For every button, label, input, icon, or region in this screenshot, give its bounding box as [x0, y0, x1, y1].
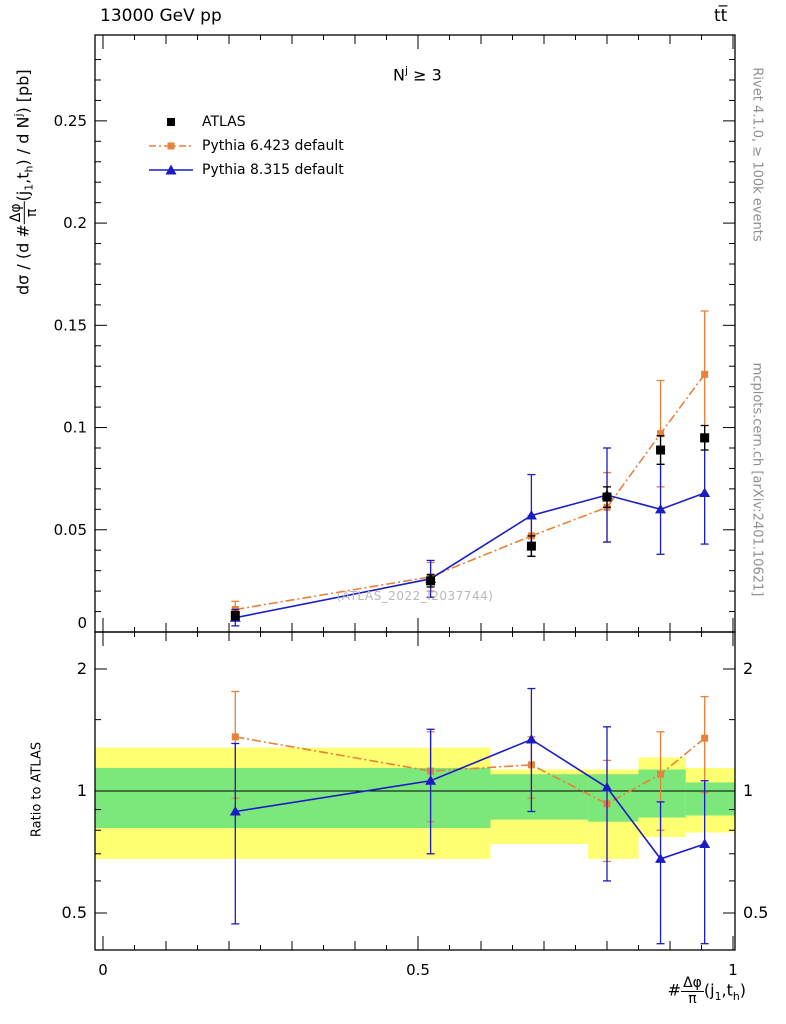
svg-text:1: 1: [728, 961, 738, 979]
ylabel-part: ) / d N: [13, 116, 33, 166]
pythia6-line-sample: [149, 142, 193, 150]
legend-label-atlas: ATLAS: [202, 114, 246, 130]
legend: ATLAS Pythia 6.423 default Pythia 8.315 …: [148, 110, 344, 182]
ratio-bands: [95, 747, 735, 859]
green-band-segment: [95, 767, 491, 829]
ylabel-part: ) [pb]: [13, 69, 33, 114]
svg-text:0.5: 0.5: [743, 903, 768, 922]
watermark: (ATLAS_2022_I2037744): [336, 589, 494, 603]
cut-annotation-base: N: [393, 65, 405, 85]
legend-label-pythia6: Pythia 6.423 default: [202, 138, 344, 154]
ylabel-sup: j: [12, 113, 26, 117]
series-pythia8-ratio: [229, 687, 711, 945]
ratio-y-ticks: [95, 668, 735, 914]
ylabel-fraction: Δφ π: [7, 201, 40, 225]
ylabel-part: (j: [13, 190, 33, 202]
ylabel-frac-num: Δφ: [7, 201, 25, 225]
svg-text:0.2: 0.2: [63, 214, 87, 232]
x-axis-title: # Δφ π (j1,th): [556, 976, 746, 1006]
green-band-segment: [588, 774, 639, 822]
xlabel-sub: 1: [714, 989, 722, 1003]
svg-text:0: 0: [77, 614, 87, 632]
svg-text:0: 0: [98, 961, 108, 979]
x-ticks: [102, 35, 734, 950]
svg-text:0.1: 0.1: [63, 419, 87, 437]
x-tick-labels: 0 0.5 1: [98, 961, 738, 979]
ylabel-frac-den: π: [23, 208, 40, 218]
series-atlas-main: [230, 424, 710, 621]
green-band-segment: [490, 774, 589, 820]
xlabel-frac-num: Δφ: [681, 975, 704, 992]
xlabel-sub: h: [732, 989, 740, 1003]
svg-text:1: 1: [77, 781, 87, 800]
legend-item-atlas: ATLAS: [148, 110, 344, 134]
ratio-y-axis-title: Ratio to ATLAS: [29, 741, 45, 838]
process-label: tt̅: [714, 6, 728, 26]
atlas-marker-sample: [167, 118, 175, 126]
green-band-segment: [685, 782, 735, 816]
svg-text:0.5: 0.5: [62, 903, 87, 922]
legend-item-pythia8: Pythia 8.315 default: [148, 158, 344, 182]
series-pythia6-main: [231, 310, 709, 619]
main-y-axis-title: dσ / (d # Δφ π (j1,th) / d Nj) [pb]: [7, 2, 40, 362]
pythia8-line-sample: [149, 164, 193, 175]
main-y-tick-labels: 0 0.05 0.1 0.15 0.2 0.25: [54, 112, 87, 632]
ylabel-sub: h: [22, 165, 36, 173]
xlabel-frac-den: π: [688, 990, 697, 1007]
ylabel-part: ,t: [13, 172, 33, 184]
beam-energy-label: 13000 GeV pp: [100, 6, 222, 26]
svg-text:0.5: 0.5: [406, 961, 430, 979]
xlabel-part: ,t: [721, 980, 733, 1000]
main-y-ticks: [95, 59, 735, 633]
rivet-version-note: Rivet 4.1.0, ≥ 100k events: [749, 67, 765, 242]
ylabel-part: dσ / (d #: [13, 224, 33, 295]
svg-text:1: 1: [743, 781, 753, 800]
svg-text:0.25: 0.25: [54, 112, 87, 130]
svg-text:0.15: 0.15: [54, 316, 87, 334]
legend-item-pythia6: Pythia 6.423 default: [148, 134, 344, 158]
ylabel-sub: 1: [22, 183, 36, 191]
cut-annotation-sup: j: [404, 64, 408, 77]
svg-text:2: 2: [743, 659, 753, 678]
xlabel-part: ): [739, 980, 746, 1000]
xlabel-fraction: Δφ π: [681, 976, 704, 1006]
xlabel-part: #: [667, 980, 682, 1000]
svg-text:2: 2: [77, 659, 87, 678]
cut-annotation-rest: ≥ 3: [408, 65, 442, 85]
xlabel-part: (j: [703, 980, 715, 1000]
cut-annotation: Nj ≥ 3: [393, 64, 442, 84]
legend-label-pythia8: Pythia 8.315 default: [202, 162, 344, 178]
svg-text:0.05: 0.05: [54, 521, 87, 539]
mcplots-arxiv-note: mcplots.cern.ch [arXiv:2401.10621]: [749, 362, 765, 597]
ratio-y-tick-labels: 0.5 0.5 1 1 2 2: [62, 659, 769, 922]
